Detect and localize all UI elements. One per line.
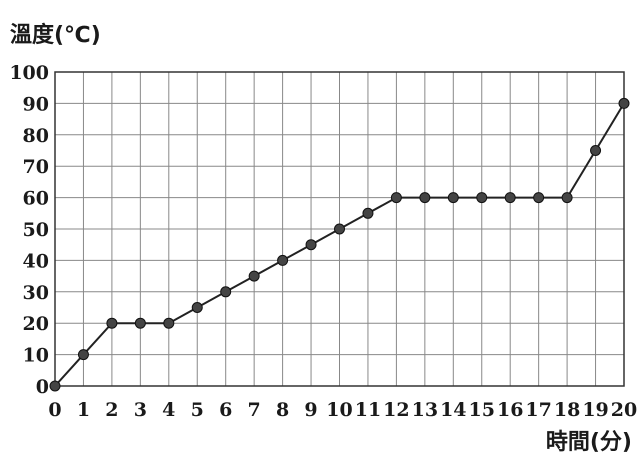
- x-tick-label: 12: [383, 399, 409, 421]
- data-point: [277, 254, 289, 266]
- y-tick-label: 30: [23, 282, 49, 304]
- x-tick-label: 13: [412, 399, 438, 421]
- data-point: [134, 317, 146, 329]
- x-tick-label: 3: [134, 399, 147, 421]
- x-tick-label: 14: [440, 399, 466, 421]
- x-axis-ticks: 0 1 2 3 4 5 6 7 8 9 10 11 12 13 14 15 16 17 18 19 20: [48, 399, 637, 421]
- data-point: [590, 145, 602, 156]
- data-point: [49, 380, 61, 392]
- x-tick-label: 5: [191, 399, 204, 421]
- y-tick-label: 0: [36, 376, 49, 398]
- data-point: [106, 317, 118, 329]
- x-tick-label: 20: [611, 399, 637, 421]
- y-tick-label: 40: [23, 250, 49, 272]
- y-tick-label: 100: [9, 62, 49, 84]
- data-point: [362, 207, 374, 219]
- x-tick-label: 6: [219, 399, 232, 421]
- data-point: [476, 192, 488, 204]
- series-temperature: [49, 97, 630, 392]
- x-tick-label: 2: [105, 399, 118, 421]
- y-tick-label: 20: [23, 313, 49, 335]
- x-tick-label: 0: [48, 399, 61, 421]
- data-point: [77, 349, 89, 361]
- x-tick-label: 16: [497, 399, 523, 421]
- y-tick-label: 90: [23, 93, 49, 115]
- data-point: [561, 192, 573, 204]
- y-tick-label: 80: [23, 125, 49, 147]
- data-point: [220, 286, 232, 298]
- x-tick-label: 4: [162, 399, 175, 421]
- x-axis-label: 時間(分): [546, 430, 632, 455]
- y-tick-label: 70: [23, 156, 49, 178]
- data-point: [533, 192, 545, 204]
- x-tick-label: 9: [304, 399, 317, 421]
- data-point: [504, 192, 516, 204]
- data-point: [191, 302, 203, 313]
- data-point: [334, 223, 345, 235]
- x-tick-label: 17: [525, 399, 551, 421]
- data-point: [390, 192, 402, 204]
- data-point: [447, 192, 459, 204]
- x-tick-label: 8: [276, 399, 289, 421]
- plot-frame: [54, 71, 625, 387]
- x-tick-label: 18: [554, 399, 580, 421]
- data-point: [163, 317, 175, 329]
- data-point: [419, 192, 431, 204]
- x-tick-label: 7: [248, 399, 261, 421]
- y-axis-ticks: 0 10 20 30 40 50 60 70 80 90 100: [9, 62, 49, 398]
- y-tick-label: 50: [23, 219, 49, 241]
- x-tick-label: 19: [582, 399, 608, 421]
- y-tick-label: 10: [23, 345, 49, 367]
- data-point: [248, 270, 260, 282]
- y-tick-label: 60: [23, 188, 49, 210]
- x-tick-label: 11: [355, 399, 381, 421]
- data-point: [305, 239, 317, 251]
- x-tick-label: 15: [469, 399, 495, 421]
- x-tick-label: 10: [326, 399, 352, 421]
- y-axis-label: 溫度(℃): [10, 22, 101, 48]
- data-point: [618, 97, 630, 109]
- x-tick-label: 1: [77, 399, 90, 421]
